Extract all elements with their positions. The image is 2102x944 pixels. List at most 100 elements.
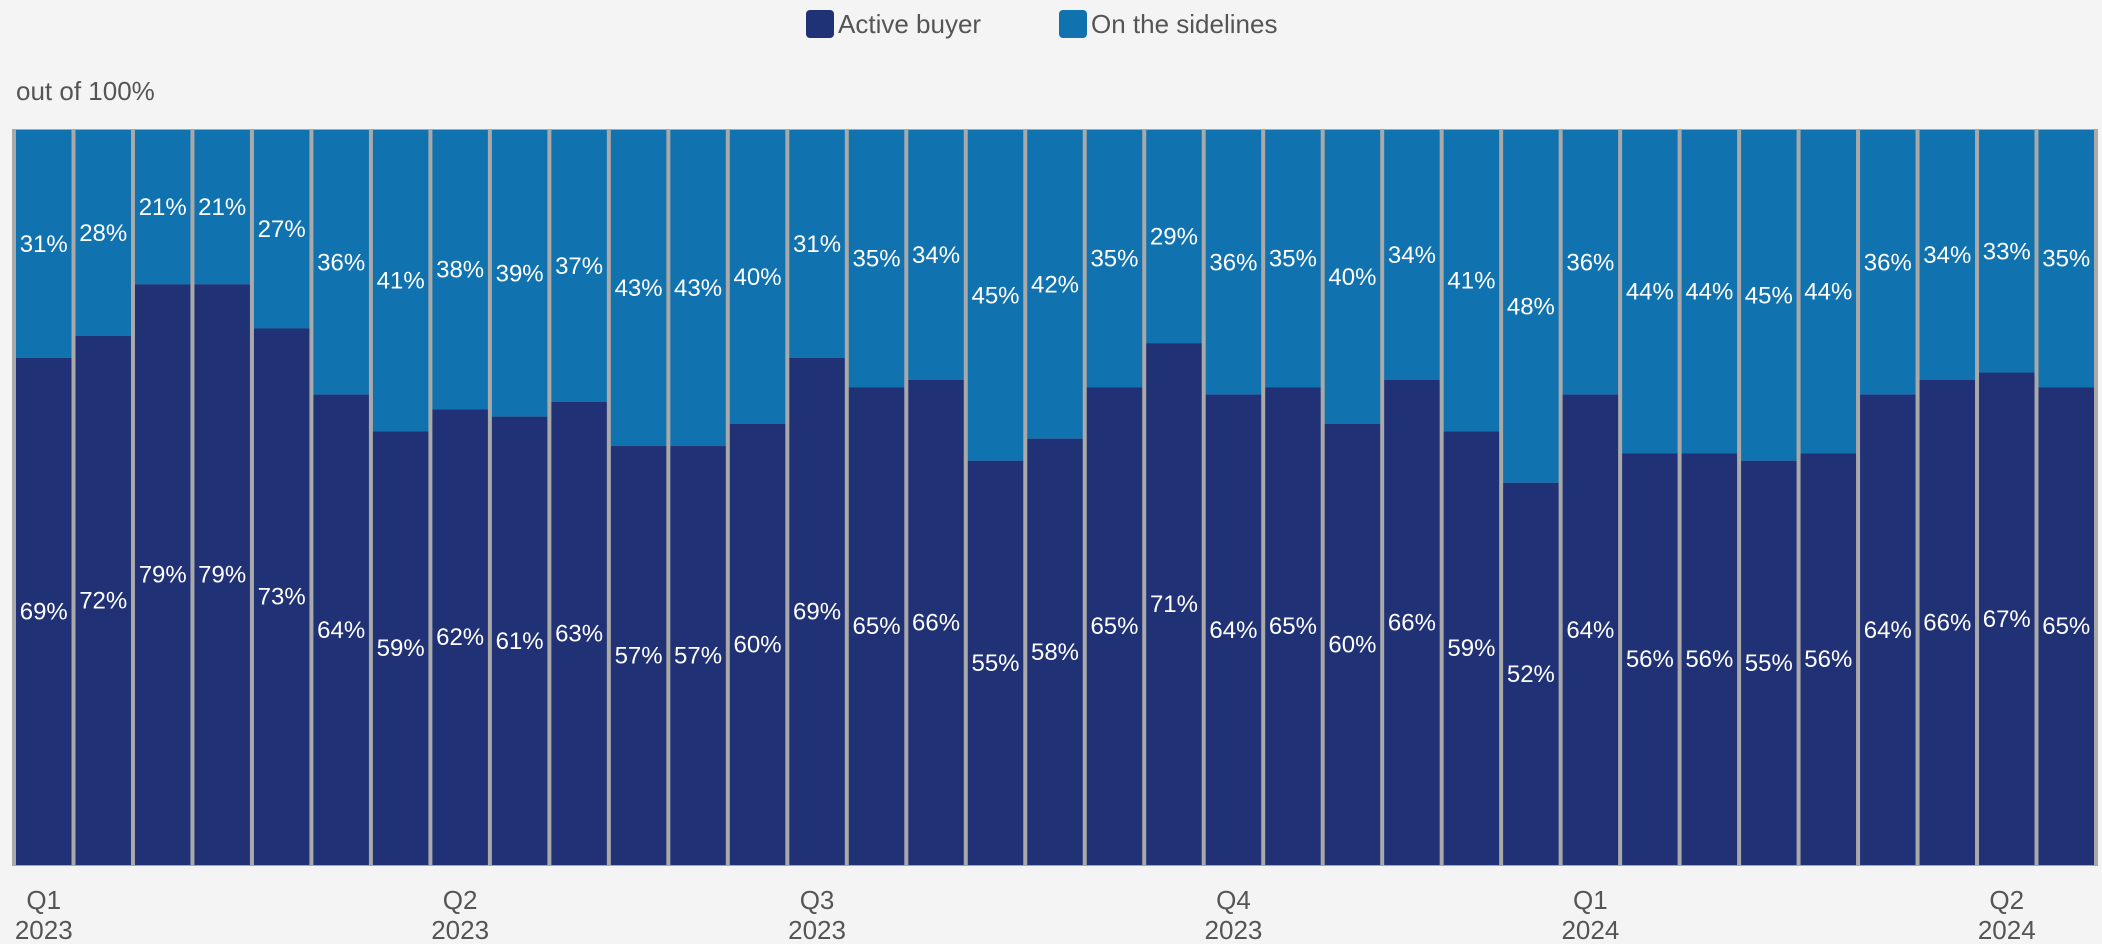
data-label-on-the-sidelines: 45% bbox=[971, 282, 1019, 309]
bar-on-the-sidelines[interactable] bbox=[1265, 130, 1321, 388]
bar-on-the-sidelines[interactable] bbox=[1324, 130, 1381, 424]
legend-label-active-buyer: Active buyer bbox=[838, 8, 982, 39]
bar-on-the-sidelines[interactable] bbox=[551, 130, 607, 402]
bar-group: 43% 57% bbox=[610, 130, 667, 865]
bar-active-buyer[interactable] bbox=[1860, 394, 1916, 865]
bar-group: 36% 64% bbox=[1562, 130, 1619, 865]
bar-on-the-sidelines[interactable] bbox=[848, 130, 905, 388]
bar-on-the-sidelines[interactable] bbox=[670, 130, 726, 447]
legend-swatch-active-buyer bbox=[806, 10, 834, 38]
data-label-active-buyer: 73% bbox=[258, 584, 306, 611]
data-label-on-the-sidelines: 21% bbox=[139, 194, 187, 221]
bar-active-buyer[interactable] bbox=[848, 387, 905, 865]
data-label-active-buyer: 56% bbox=[1804, 646, 1852, 673]
x-tick-label-year: 2023 bbox=[15, 915, 73, 944]
bar-on-the-sidelines[interactable] bbox=[253, 130, 310, 329]
bar-active-buyer[interactable] bbox=[1324, 424, 1381, 865]
bar-on-the-sidelines[interactable] bbox=[1741, 130, 1797, 461]
data-label-active-buyer: 64% bbox=[1864, 617, 1912, 644]
bar-active-buyer[interactable] bbox=[16, 357, 72, 865]
bar-on-the-sidelines[interactable] bbox=[16, 130, 72, 358]
data-label-on-the-sidelines: 40% bbox=[1328, 264, 1376, 291]
bar-on-the-sidelines[interactable] bbox=[432, 130, 488, 410]
bar-active-buyer[interactable] bbox=[2038, 387, 2094, 865]
bar-active-buyer[interactable] bbox=[491, 416, 548, 865]
bar-active-buyer[interactable] bbox=[253, 328, 310, 865]
bar-active-buyer[interactable] bbox=[610, 446, 667, 865]
bar-active-buyer[interactable] bbox=[1562, 394, 1619, 865]
bar-on-the-sidelines[interactable] bbox=[313, 130, 369, 395]
bar-active-buyer[interactable] bbox=[1027, 438, 1083, 865]
bar-active-buyer[interactable] bbox=[1443, 431, 1500, 865]
bar-group: 45% 55% bbox=[1741, 130, 1797, 865]
bar-on-the-sidelines[interactable] bbox=[372, 130, 429, 432]
bar-active-buyer[interactable] bbox=[134, 284, 191, 866]
bar-on-the-sidelines[interactable] bbox=[1384, 130, 1440, 380]
data-label-on-the-sidelines: 35% bbox=[2042, 246, 2090, 273]
bar-active-buyer[interactable] bbox=[432, 409, 488, 865]
bar-active-buyer[interactable] bbox=[1919, 379, 1976, 865]
bar-on-the-sidelines[interactable] bbox=[75, 130, 131, 336]
bar-on-the-sidelines[interactable] bbox=[491, 130, 548, 417]
bar-active-buyer[interactable] bbox=[1086, 387, 1143, 865]
chart-subtitle: out of 100% bbox=[16, 76, 155, 106]
data-label-on-the-sidelines: 36% bbox=[1566, 249, 1614, 276]
bar-on-the-sidelines[interactable] bbox=[134, 130, 191, 285]
bar-active-buyer[interactable] bbox=[729, 424, 786, 865]
bar-active-buyer[interactable] bbox=[789, 357, 845, 865]
bar-on-the-sidelines[interactable] bbox=[1681, 130, 1738, 454]
bar-on-the-sidelines[interactable] bbox=[1503, 130, 1559, 483]
bar-active-buyer[interactable] bbox=[1384, 379, 1440, 865]
bar-on-the-sidelines[interactable] bbox=[729, 130, 786, 424]
bar-active-buyer[interactable] bbox=[372, 431, 429, 865]
bar-on-the-sidelines[interactable] bbox=[1027, 130, 1083, 439]
bar-active-buyer[interactable] bbox=[313, 394, 369, 865]
bar-active-buyer[interactable] bbox=[1979, 372, 2035, 865]
data-label-active-buyer: 52% bbox=[1507, 661, 1555, 688]
legend-item-active-buyer[interactable]: Active buyer bbox=[806, 6, 981, 42]
bar-active-buyer[interactable] bbox=[1800, 453, 1857, 865]
legend-item-on-the-sidelines[interactable]: On the sidelines bbox=[1059, 6, 1277, 42]
bar-on-the-sidelines[interactable] bbox=[1443, 130, 1500, 432]
bar-active-buyer[interactable] bbox=[967, 460, 1024, 865]
data-label-active-buyer: 69% bbox=[20, 598, 68, 625]
bar-on-the-sidelines[interactable] bbox=[1146, 130, 1202, 344]
bar-on-the-sidelines[interactable] bbox=[1860, 130, 1916, 395]
bar-active-buyer[interactable] bbox=[670, 446, 726, 865]
data-label-on-the-sidelines: 33% bbox=[1983, 238, 2031, 265]
x-tick-label-year: 2024 bbox=[1561, 915, 1619, 944]
bar-group: 28% 72% bbox=[75, 130, 131, 865]
bar-on-the-sidelines[interactable] bbox=[1562, 130, 1619, 395]
bar-on-the-sidelines[interactable] bbox=[1086, 130, 1143, 388]
bar-active-buyer[interactable] bbox=[1205, 394, 1262, 865]
bar-active-buyer[interactable] bbox=[1681, 453, 1738, 865]
bar-on-the-sidelines[interactable] bbox=[789, 130, 845, 358]
bar-active-buyer[interactable] bbox=[75, 335, 131, 865]
bar-active-buyer[interactable] bbox=[1503, 482, 1559, 865]
bar-active-buyer[interactable] bbox=[1622, 453, 1678, 865]
bar-on-the-sidelines[interactable] bbox=[610, 130, 667, 447]
bar-active-buyer[interactable] bbox=[908, 379, 964, 865]
bar-group: 34% 66% bbox=[1384, 130, 1440, 865]
legend-label-on-the-sidelines: On the sidelines bbox=[1091, 8, 1278, 39]
data-label-active-buyer: 59% bbox=[377, 635, 425, 662]
bar-on-the-sidelines[interactable] bbox=[1919, 130, 1976, 380]
bar-active-buyer[interactable] bbox=[1146, 343, 1202, 865]
bar-on-the-sidelines[interactable] bbox=[908, 130, 964, 380]
bar-group: 35% 65% bbox=[848, 130, 905, 865]
bar-active-buyer[interactable] bbox=[551, 401, 607, 865]
bar-on-the-sidelines[interactable] bbox=[1979, 130, 2035, 373]
data-label-on-the-sidelines: 35% bbox=[853, 246, 901, 273]
bar-active-buyer[interactable] bbox=[194, 284, 250, 866]
bar-active-buyer[interactable] bbox=[1265, 387, 1321, 865]
bar-on-the-sidelines[interactable] bbox=[1622, 130, 1678, 454]
data-label-on-the-sidelines: 21% bbox=[198, 194, 246, 221]
bar-group: 43% 57% bbox=[670, 130, 726, 865]
bar-on-the-sidelines[interactable] bbox=[1800, 130, 1857, 454]
bar-on-the-sidelines[interactable] bbox=[967, 130, 1024, 461]
bar-on-the-sidelines[interactable] bbox=[2038, 130, 2094, 388]
bar-active-buyer[interactable] bbox=[1741, 460, 1797, 865]
bar-on-the-sidelines[interactable] bbox=[1205, 130, 1262, 395]
bar-on-the-sidelines[interactable] bbox=[194, 130, 250, 285]
x-tick-label-quarter: Q3 bbox=[800, 885, 835, 915]
